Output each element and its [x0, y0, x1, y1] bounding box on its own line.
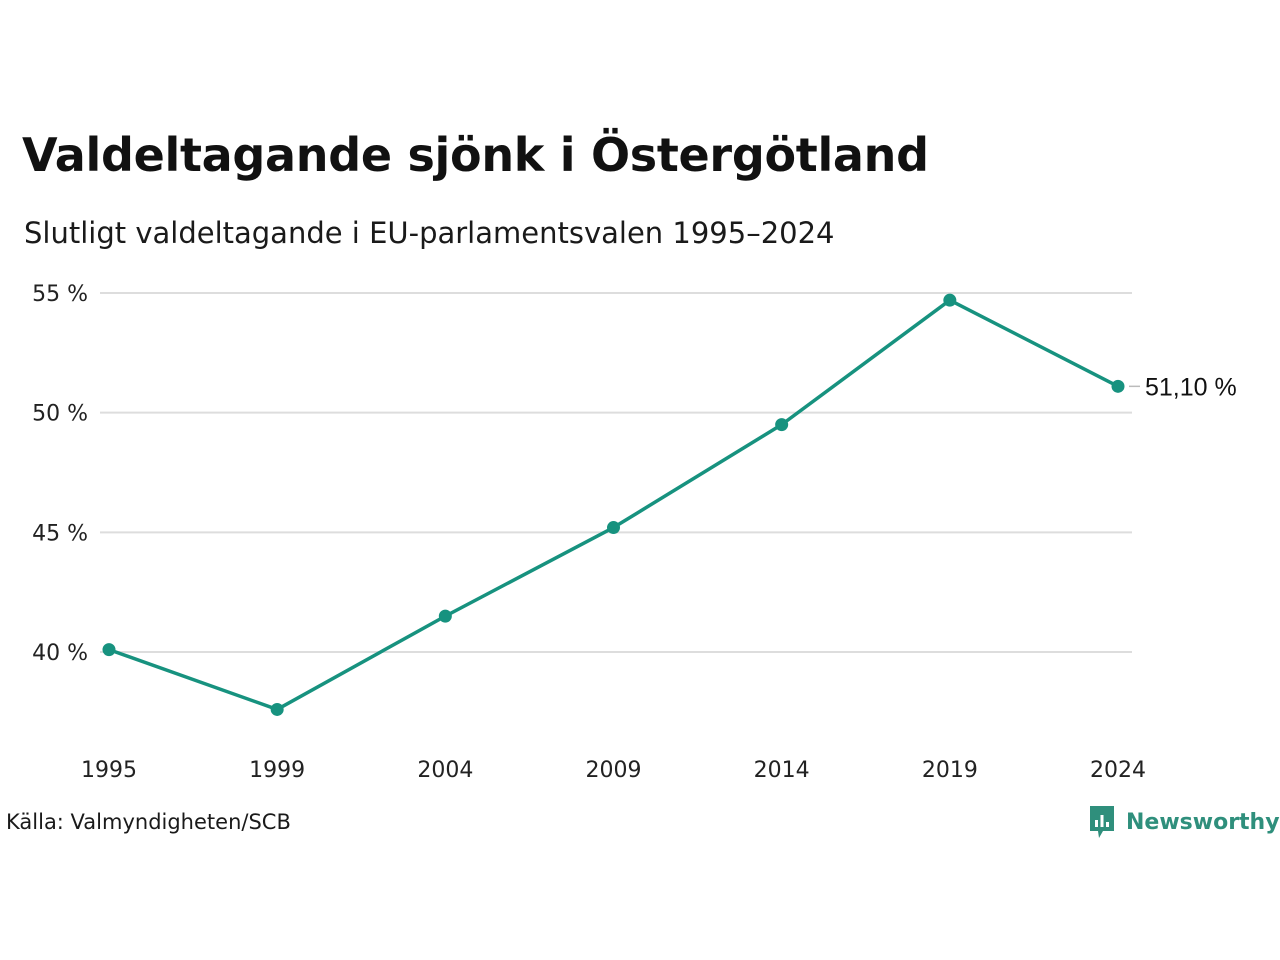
- x-tick-label: 2009: [586, 758, 642, 783]
- x-tick-label: 1995: [81, 758, 137, 783]
- data-point-2019[interactable]: [943, 293, 957, 307]
- chart-subtitle: Slutligt valdeltagande i EU-parlamentsva…: [24, 216, 835, 250]
- y-tick-label: 40 %: [32, 641, 88, 666]
- data-point-2014[interactable]: [775, 418, 789, 432]
- y-axis-ticks: 40 % 45 % 50 % 55 %: [32, 282, 88, 666]
- x-tick-label: 2019: [922, 758, 978, 783]
- label-layer: 51,10 %: [1129, 373, 1237, 401]
- end-value-label: 51,10 %: [1145, 373, 1237, 401]
- x-tick-label: 1999: [249, 758, 305, 783]
- y-tick-label: 45 %: [32, 521, 88, 546]
- source-note: Källa: Valmyndigheten/SCB: [6, 810, 291, 834]
- data-point-2024[interactable]: [1111, 379, 1125, 393]
- x-tick-label: 2014: [754, 758, 810, 783]
- x-axis-ticks: 1995 1999 2004 2009 2014 2019 2024: [81, 758, 1146, 783]
- series-line: [107, 298, 1120, 712]
- y-tick-label: 55 %: [32, 282, 88, 307]
- brand-name: Newsworthy: [1126, 809, 1280, 835]
- data-point-2009[interactable]: [607, 521, 620, 535]
- data-point-1999[interactable]: [270, 702, 284, 716]
- y-tick-label: 50 %: [32, 402, 88, 427]
- data-point-1995[interactable]: [102, 643, 116, 657]
- data-point-2004[interactable]: [438, 609, 452, 623]
- x-tick-label: 2004: [417, 758, 473, 783]
- chart-title: Valdeltagande sjönk i Östergötland: [22, 128, 929, 182]
- x-tick-label: 2024: [1090, 758, 1146, 783]
- newsworthy-logo-icon: [1090, 806, 1114, 838]
- brand-logo[interactable]: Newsworthy: [1088, 804, 1280, 840]
- grid-lines: [100, 292, 1132, 653]
- series-layer: [102, 293, 1125, 716]
